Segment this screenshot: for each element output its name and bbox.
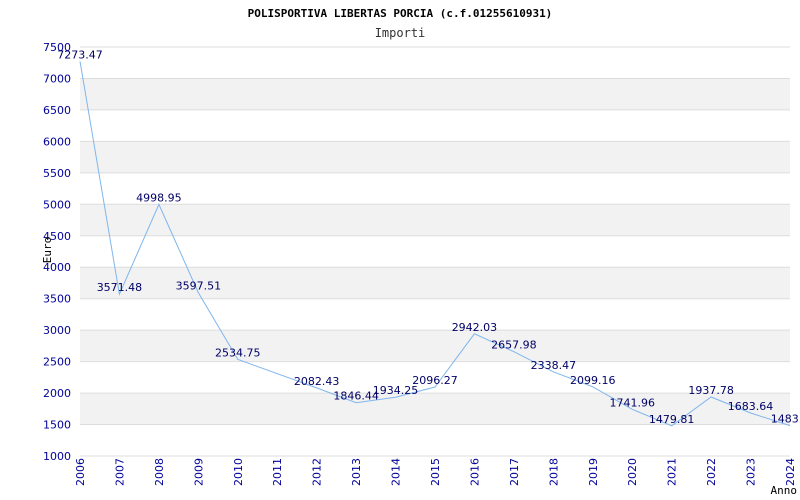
y-tick-label: 3000 [43, 324, 71, 337]
x-tick-label: 2022 [705, 458, 718, 486]
y-tick-label: 3500 [43, 293, 71, 306]
y-tick-labels: 1000 1500 2000 2500 3000 3500 4000 4500 5000 5500… [43, 41, 71, 463]
data-label: 4998.95 [136, 191, 182, 204]
y-tick-label: 6500 [43, 104, 71, 117]
chart-title: POLISPORTIVA LIBERTAS PORCIA (c.f.012556… [248, 7, 553, 20]
y-tick-label: 5500 [43, 167, 71, 180]
data-label: 1846.44 [333, 390, 379, 403]
y-tick-label: 7500 [43, 41, 71, 54]
x-tick-label: 2017 [508, 458, 521, 486]
x-tick-label: 2016 [468, 458, 481, 486]
x-tick-labels: 2006 2007 2008 2009 2010 2011 2012 2013 2014 2015… [74, 458, 797, 486]
grid-band [80, 78, 790, 110]
data-label: 2942.03 [452, 321, 498, 334]
grid-band [80, 141, 790, 173]
gridlines [80, 46, 790, 457]
y-tick-label: 1500 [43, 419, 71, 432]
data-label: 1483.7 [771, 413, 800, 426]
x-tick-label: 2012 [311, 458, 324, 486]
data-label: 3571.48 [97, 281, 143, 294]
y-tick-label: 6000 [43, 135, 71, 148]
x-tick-label: 2019 [587, 458, 600, 486]
x-tick-label: 2024 [784, 458, 797, 486]
data-label: 1683.64 [728, 400, 774, 413]
x-tick-label: 2018 [547, 458, 560, 486]
y-tick-label: 7000 [43, 72, 71, 85]
x-tick-label: 2020 [626, 458, 639, 486]
x-tick-label: 2023 [745, 458, 758, 486]
x-tick-label: 2014 [390, 458, 403, 486]
data-label: 2657.98 [491, 339, 537, 352]
data-label: 2338.47 [531, 359, 577, 372]
data-label: 2099.16 [570, 374, 616, 387]
data-label: 2082.43 [294, 375, 340, 388]
x-tick-label: 2015 [429, 458, 442, 486]
plot-background-bands [80, 78, 790, 425]
x-tick-label: 2008 [153, 458, 166, 486]
data-label: 1934.25 [373, 384, 419, 397]
x-tick-label: 2011 [271, 458, 284, 486]
data-label: 1937.78 [688, 384, 734, 397]
x-tick-label: 2013 [350, 458, 363, 486]
y-tick-label: 2500 [43, 356, 71, 369]
x-tick-label: 2010 [232, 458, 245, 486]
grid-band [80, 393, 790, 425]
y-tick-label: 4500 [43, 230, 71, 243]
x-tick-label: 2021 [666, 458, 679, 486]
data-label: 3597.51 [176, 280, 222, 293]
data-label: 2534.75 [215, 346, 261, 359]
x-tick-label: 2007 [113, 458, 126, 486]
data-label: 7273.47 [57, 48, 103, 61]
data-labels: 7273.47 3571.48 4998.95 3597.51 2534.75 2082.… [57, 48, 800, 426]
y-axis-label: Euro [41, 237, 54, 264]
data-label: 1741.96 [609, 396, 655, 409]
data-label: 2096.27 [412, 374, 458, 387]
data-label: 1479.81 [649, 413, 695, 426]
x-axis-label: Anno [771, 484, 798, 497]
y-tick-label: 1000 [43, 450, 71, 463]
y-tick-label: 2000 [43, 387, 71, 400]
chart-subtitle: Importi [375, 26, 426, 40]
grid-band [80, 204, 790, 236]
y-tick-label: 4000 [43, 261, 71, 274]
y-tick-label: 5000 [43, 198, 71, 211]
x-tick-label: 2006 [74, 458, 87, 486]
grid-band [80, 330, 790, 362]
x-tick-label: 2009 [192, 458, 205, 486]
series-line [79, 61, 791, 427]
